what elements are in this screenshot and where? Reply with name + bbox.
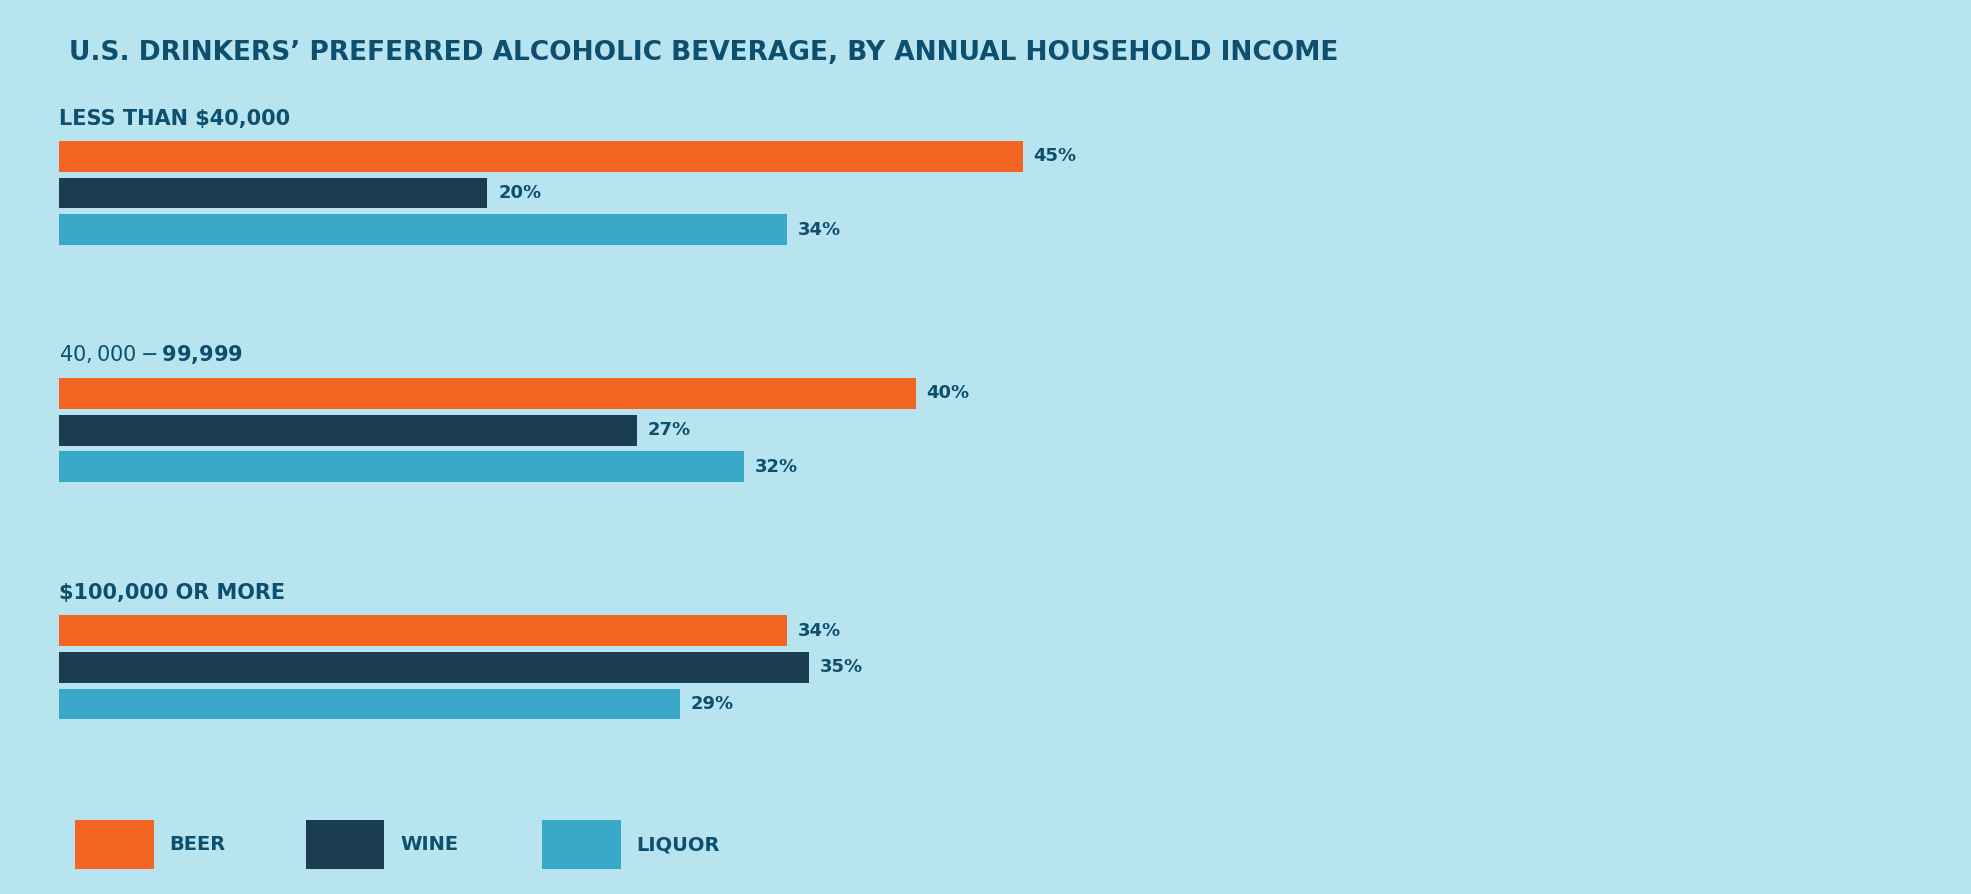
Bar (59, 652, 808, 683)
Text: BEER: BEER (170, 835, 227, 855)
Bar (59, 215, 786, 245)
Bar (59, 451, 745, 482)
Text: $40,000-$99,999: $40,000-$99,999 (59, 343, 242, 367)
Text: $100,000 OR MORE: $100,000 OR MORE (59, 583, 286, 603)
Text: 45%: 45% (1033, 148, 1076, 165)
Bar (59, 688, 680, 720)
Text: 34%: 34% (798, 621, 842, 639)
Bar (59, 615, 786, 645)
Text: LESS THAN $40,000: LESS THAN $40,000 (59, 109, 290, 129)
Text: 32%: 32% (755, 458, 798, 476)
Text: WINE: WINE (400, 835, 457, 855)
Bar (59, 415, 637, 445)
Bar (59, 178, 487, 208)
Text: 35%: 35% (820, 658, 863, 676)
Text: 29%: 29% (692, 695, 733, 713)
Text: 40%: 40% (926, 384, 970, 402)
Text: U.S. DRINKERS’ PREFERRED ALCOHOLIC BEVERAGE, BY ANNUAL HOUSEHOLD INCOME: U.S. DRINKERS’ PREFERRED ALCOHOLIC BEVER… (69, 40, 1338, 66)
Text: LIQUOR: LIQUOR (637, 835, 719, 855)
Text: 20%: 20% (499, 184, 542, 202)
Text: 34%: 34% (798, 221, 842, 239)
Bar (59, 378, 917, 409)
Bar (59, 141, 1023, 172)
Text: 27%: 27% (648, 421, 692, 439)
